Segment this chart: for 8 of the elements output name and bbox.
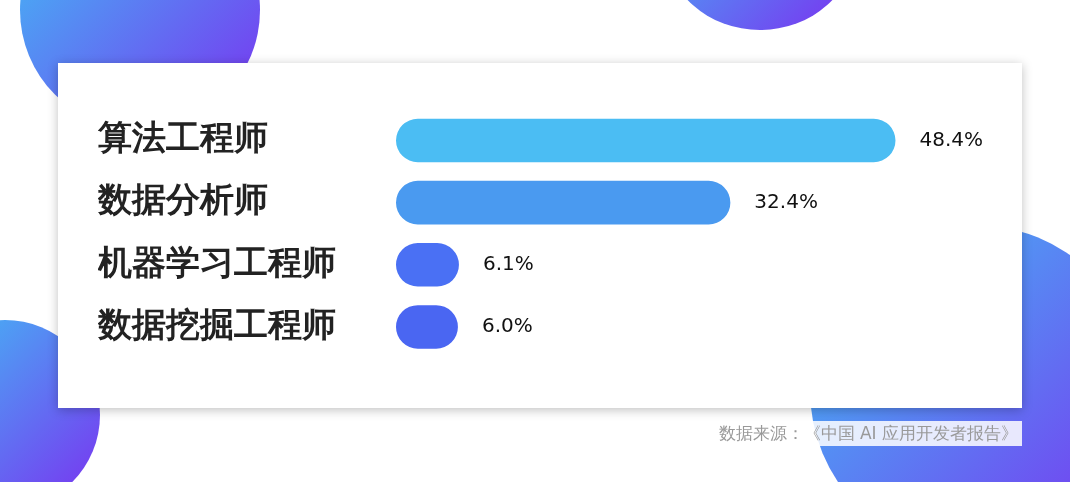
data-label: 6.1% (482, 250, 534, 275)
data-label: 32.4% (754, 188, 818, 213)
source-note: 数据来源：《中国 AI 应用开发者报告》 (714, 421, 1022, 446)
data-label: 6.0% (481, 313, 533, 338)
bar (396, 118, 896, 163)
bar (396, 180, 731, 225)
y-tick-label: 算法工程师 (97, 117, 268, 158)
data-label: 48.4% (919, 126, 984, 151)
